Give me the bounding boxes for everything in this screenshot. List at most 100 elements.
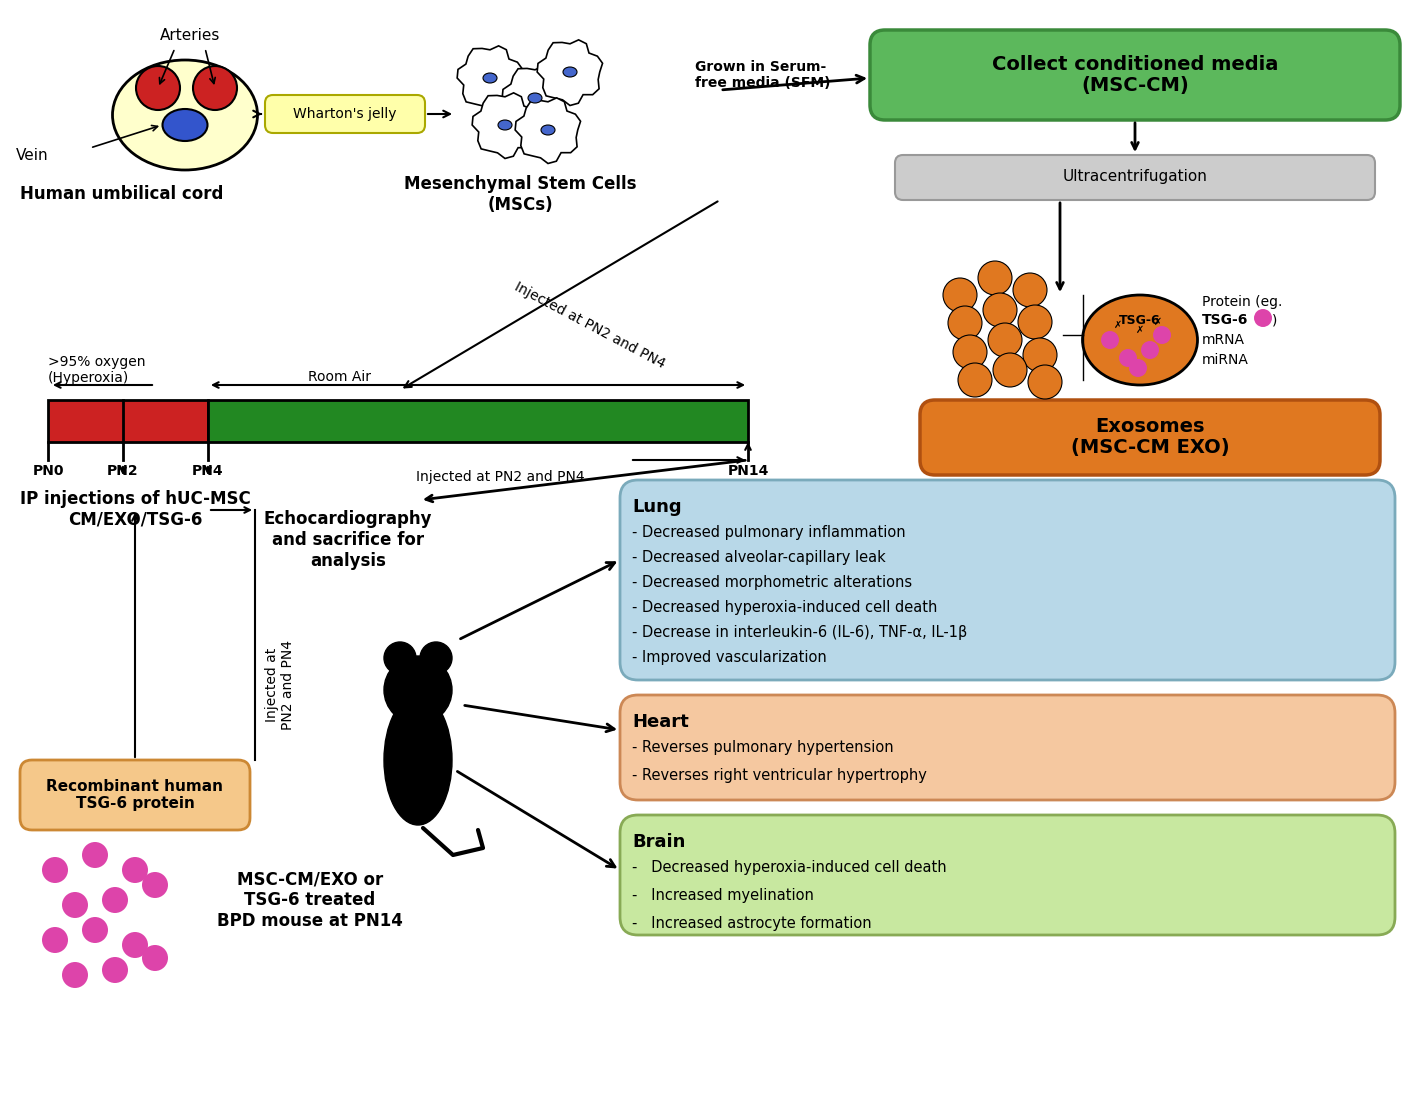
Text: - Decreased pulmonary inflammation: - Decreased pulmonary inflammation	[632, 525, 906, 540]
Text: ✗: ✗	[1136, 325, 1144, 335]
Text: Mesenchymal Stem Cells
(MSCs): Mesenchymal Stem Cells (MSCs)	[404, 176, 637, 214]
Circle shape	[62, 962, 88, 988]
Text: Room Air: Room Air	[309, 370, 372, 384]
Text: MSC-CM/EXO or
TSG-6 treated
BPD mouse at PN14: MSC-CM/EXO or TSG-6 treated BPD mouse at…	[217, 870, 403, 929]
Circle shape	[142, 945, 167, 971]
Ellipse shape	[484, 73, 496, 83]
Circle shape	[122, 857, 147, 883]
Ellipse shape	[498, 120, 512, 131]
Circle shape	[978, 261, 1012, 295]
Circle shape	[988, 323, 1022, 357]
Circle shape	[62, 892, 88, 918]
Ellipse shape	[527, 93, 542, 103]
Ellipse shape	[112, 60, 258, 170]
Circle shape	[993, 353, 1027, 387]
Text: - Decrease in interleukin-6 (IL-6), TNF-α, IL-1β: - Decrease in interleukin-6 (IL-6), TNF-…	[632, 625, 967, 640]
Text: Arteries: Arteries	[160, 29, 220, 43]
Circle shape	[1018, 305, 1052, 339]
Text: PN2: PN2	[108, 464, 139, 478]
FancyBboxPatch shape	[620, 480, 1395, 680]
Circle shape	[959, 363, 993, 397]
Text: miRNA: miRNA	[1202, 353, 1249, 367]
Text: Heart: Heart	[632, 713, 689, 731]
Text: PN4: PN4	[193, 464, 224, 478]
Circle shape	[953, 335, 987, 369]
Text: Exosomes
(MSC-CM EXO): Exosomes (MSC-CM EXO)	[1071, 417, 1229, 457]
Text: PN0: PN0	[33, 464, 64, 478]
Text: TSG-6: TSG-6	[1119, 314, 1161, 327]
Text: ✗: ✗	[1115, 320, 1122, 330]
Circle shape	[82, 842, 108, 868]
Circle shape	[43, 927, 68, 953]
Circle shape	[1100, 331, 1119, 349]
Circle shape	[1153, 326, 1171, 344]
Text: Echocardiography
and sacrifice for
analysis: Echocardiography and sacrifice for analy…	[264, 510, 432, 569]
Polygon shape	[537, 39, 603, 105]
Text: Brain: Brain	[632, 833, 685, 851]
Text: ): )	[1272, 313, 1278, 327]
Text: - Reverses pulmonary hypertension: - Reverses pulmonary hypertension	[632, 740, 893, 755]
FancyBboxPatch shape	[20, 760, 250, 830]
Polygon shape	[502, 66, 567, 132]
Text: - Decreased hyperoxia-induced cell death: - Decreased hyperoxia-induced cell death	[632, 600, 937, 615]
Text: Wharton's jelly: Wharton's jelly	[294, 108, 397, 121]
Bar	[208, 400, 749, 442]
Circle shape	[1129, 359, 1147, 377]
Circle shape	[1254, 309, 1272, 327]
Circle shape	[420, 642, 452, 674]
Text: mRNA: mRNA	[1202, 333, 1245, 347]
FancyBboxPatch shape	[620, 695, 1395, 800]
Text: - Improved vascularization: - Improved vascularization	[632, 651, 827, 665]
Bar	[48, 400, 208, 442]
Text: IP injections of hUC-MSC
CM/EXO/TSG-6: IP injections of hUC-MSC CM/EXO/TSG-6	[20, 490, 251, 529]
Circle shape	[193, 66, 237, 110]
FancyBboxPatch shape	[895, 155, 1375, 200]
Text: Ultracentrifugation: Ultracentrifugation	[1062, 170, 1208, 184]
Text: - Decreased morphometric alterations: - Decreased morphometric alterations	[632, 575, 912, 590]
Circle shape	[384, 642, 415, 674]
Text: -   Increased astrocyte formation: - Increased astrocyte formation	[632, 916, 872, 931]
Ellipse shape	[384, 695, 452, 825]
Text: -   Decreased hyperoxia-induced cell death: - Decreased hyperoxia-induced cell death	[632, 860, 947, 875]
Ellipse shape	[542, 125, 554, 135]
FancyBboxPatch shape	[620, 815, 1395, 935]
Circle shape	[1141, 341, 1159, 359]
Circle shape	[1022, 338, 1056, 372]
Circle shape	[1028, 365, 1062, 399]
Text: - Decreased alveolar-capillary leak: - Decreased alveolar-capillary leak	[632, 550, 886, 565]
Polygon shape	[515, 98, 580, 163]
FancyBboxPatch shape	[871, 30, 1400, 120]
Circle shape	[136, 66, 180, 110]
Ellipse shape	[563, 67, 577, 77]
Circle shape	[122, 932, 147, 958]
Text: Protein (eg.: Protein (eg.	[1202, 295, 1282, 309]
Text: Vein: Vein	[16, 148, 48, 163]
Text: PN14: PN14	[727, 464, 769, 478]
Text: Lung: Lung	[632, 498, 682, 516]
Text: - Reverses right ventricular hypertrophy: - Reverses right ventricular hypertrophy	[632, 768, 927, 783]
FancyBboxPatch shape	[265, 95, 425, 133]
Text: -   Increased myelination: - Increased myelination	[632, 887, 814, 903]
Text: Collect conditioned media
(MSC-CM): Collect conditioned media (MSC-CM)	[991, 55, 1278, 95]
Ellipse shape	[163, 109, 207, 142]
Polygon shape	[457, 46, 523, 112]
Circle shape	[102, 887, 128, 913]
Text: Grown in Serum-
free media (SFM): Grown in Serum- free media (SFM)	[695, 60, 831, 90]
Circle shape	[1012, 273, 1046, 307]
Circle shape	[983, 293, 1017, 327]
Text: Injected at
PN2 and PN4: Injected at PN2 and PN4	[265, 640, 295, 730]
Text: Human umbilical cord: Human umbilical cord	[20, 185, 224, 203]
Text: >95% oxygen
(Hyperoxia): >95% oxygen (Hyperoxia)	[48, 355, 146, 385]
Circle shape	[384, 656, 452, 724]
Circle shape	[949, 306, 983, 340]
Circle shape	[943, 278, 977, 312]
Circle shape	[142, 872, 167, 898]
Ellipse shape	[1082, 295, 1197, 385]
Text: ✗: ✗	[1154, 317, 1163, 327]
Text: Injected at PN2 and PN4: Injected at PN2 and PN4	[512, 280, 668, 372]
Circle shape	[43, 857, 68, 883]
Circle shape	[102, 957, 128, 983]
Circle shape	[82, 917, 108, 943]
Circle shape	[1119, 349, 1137, 367]
Text: Recombinant human
TSG-6 protein: Recombinant human TSG-6 protein	[47, 779, 224, 811]
